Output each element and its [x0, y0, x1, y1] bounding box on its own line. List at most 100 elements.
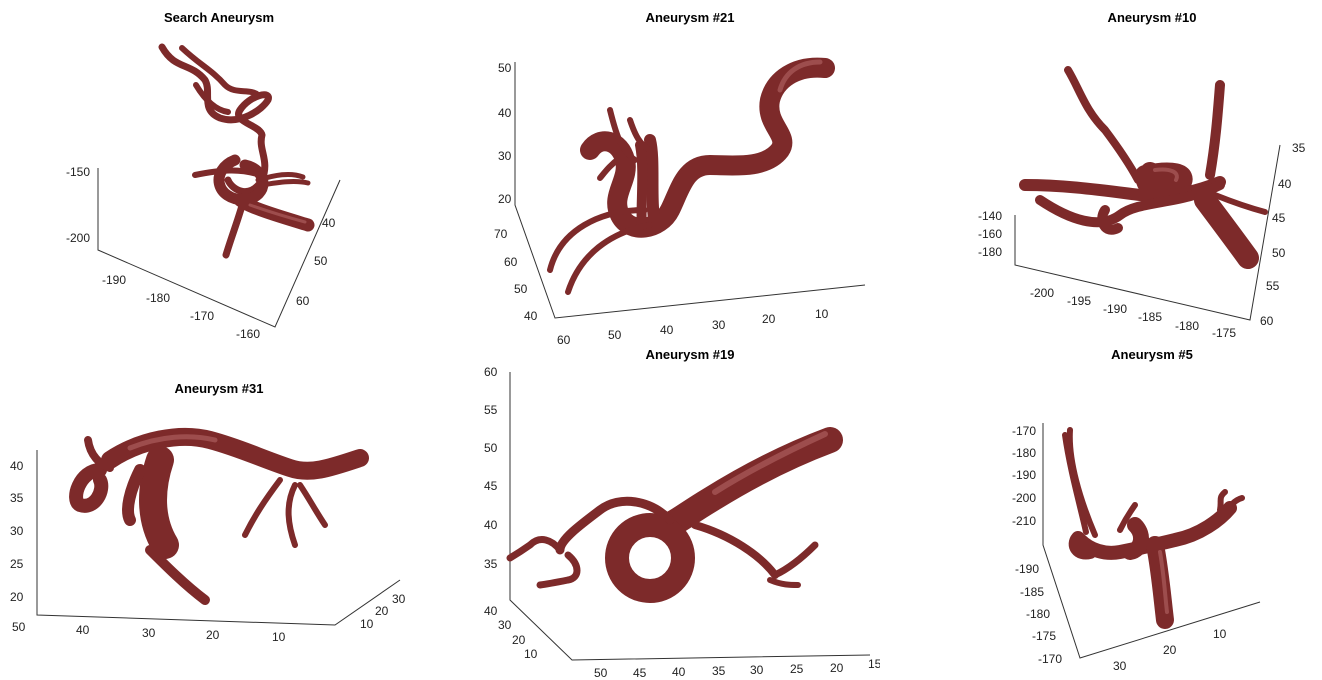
y-tick: 50	[514, 282, 528, 296]
y-tick: 45	[1272, 211, 1286, 225]
x-tick: 25	[790, 662, 804, 676]
y-tick: 30	[392, 592, 406, 606]
x-tick: -200	[1030, 286, 1054, 300]
z-tick: -200	[66, 231, 90, 245]
z-tick: -210	[1012, 514, 1036, 528]
x-tick: 20	[206, 628, 220, 642]
y-tick: 60	[1260, 314, 1274, 328]
x-tick: 10	[272, 630, 286, 644]
z-tick: 35	[10, 491, 24, 505]
x-tick: 35	[712, 664, 726, 678]
z-tick: -160	[978, 227, 1002, 241]
z-tick: 50	[498, 61, 512, 75]
y-tick: 40	[322, 216, 336, 230]
z-tick: 35	[484, 557, 498, 571]
x-tick: 50	[608, 328, 622, 342]
y-tick: 60	[296, 294, 310, 308]
panel-title-aneurysm-19: Aneurysm #19	[645, 347, 735, 362]
y-tick: 40	[1278, 177, 1292, 191]
z-tick: -190	[1012, 468, 1036, 482]
vessel-rendering	[506, 427, 843, 603]
vessel-rendering	[1019, 66, 1268, 269]
z-tick: 25	[10, 557, 24, 571]
z-tick: 40	[498, 106, 512, 120]
x-tick: 50	[594, 666, 608, 680]
vessel-rendering	[69, 427, 369, 605]
plot-aneurysm-19[interactable]: 60 55 50 45 40 35 40 30 20 10 50 45 40 3…	[440, 340, 880, 680]
x-tick: 20	[762, 312, 776, 326]
x-tick: 10	[815, 307, 829, 321]
y-tick: 35	[1292, 141, 1306, 155]
z-tick: 50	[484, 441, 498, 455]
axes-search-aneurysm	[97, 168, 341, 328]
y-tick: 20	[512, 633, 526, 647]
axes-aneurysm-19	[509, 372, 871, 661]
y-tick: -170	[1038, 652, 1062, 666]
y-tick: 30	[498, 618, 512, 632]
x-tick: -180	[146, 291, 170, 305]
vessel-rendering	[1062, 427, 1245, 629]
x-tick: 40	[672, 665, 686, 679]
plot-aneurysm-5[interactable]: -170 -180 -190 -200 -210 -190 -185 -180 …	[880, 340, 1322, 680]
y-tick: -190	[1015, 562, 1039, 576]
x-tick: -190	[1103, 302, 1127, 316]
panel-title-aneurysm-10: Aneurysm #10	[1107, 10, 1197, 25]
z-tick: -180	[1012, 446, 1036, 460]
panel-title-search-aneurysm: Search Aneurysm	[163, 10, 275, 25]
x-tick: -195	[1067, 294, 1091, 308]
plot-aneurysm-10[interactable]: -140 -160 -180 -200 -195 -190 -185 -180 …	[880, 0, 1322, 345]
x-tick: 60	[557, 333, 571, 347]
x-tick: 20	[830, 661, 844, 675]
x-tick: -175	[1212, 326, 1236, 340]
x-tick: -160	[236, 327, 260, 341]
x-tick: 30	[142, 626, 156, 640]
x-tick: 50	[12, 620, 26, 634]
z-tick: -200	[1012, 491, 1036, 505]
x-tick: 30	[712, 318, 726, 332]
x-tick: -190	[102, 273, 126, 287]
axes-aneurysm-21	[514, 62, 866, 319]
z-tick: 45	[484, 479, 498, 493]
y-tick: 50	[314, 254, 328, 268]
y-tick: 40	[524, 309, 538, 323]
x-tick: 10	[1213, 627, 1227, 641]
plot-aneurysm-21[interactable]: 50 40 30 20 70 60 50 40 60 50 40 30 20 1…	[440, 0, 880, 350]
axes-aneurysm-31	[36, 450, 401, 626]
x-tick: 15	[868, 657, 880, 671]
z-tick: 30	[498, 149, 512, 163]
z-tick: -180	[978, 245, 1002, 259]
x-tick: -180	[1175, 319, 1199, 333]
z-tick: -150	[66, 165, 90, 179]
y-tick: 20	[375, 604, 389, 618]
x-tick: -185	[1138, 310, 1162, 324]
y-tick: 10	[360, 617, 374, 631]
plot-search-aneurysm[interactable]: -150 -200 -190 -180 -170 -160 40 50 60	[0, 0, 440, 345]
z-tick: 20	[498, 192, 512, 206]
y-tick: 60	[504, 255, 518, 269]
y-tick: -175	[1032, 629, 1056, 643]
x-tick: 40	[660, 323, 674, 337]
z-tick: 40	[484, 518, 498, 532]
y-tick: -185	[1020, 585, 1044, 599]
axes-aneurysm-5	[1042, 423, 1261, 659]
panel-title-aneurysm-5: Aneurysm #5	[1111, 347, 1193, 362]
plot-aneurysm-31[interactable]: 40 35 30 25 20 50 40 30 20 10 10 20 30	[0, 340, 440, 680]
x-tick: 45	[633, 666, 647, 680]
vessel-rendering	[158, 43, 315, 259]
x-tick: 20	[1163, 643, 1177, 657]
panel-title-aneurysm-31: Aneurysm #31	[174, 381, 264, 396]
vessel-rendering	[547, 57, 835, 295]
y-tick: 10	[524, 647, 538, 661]
y-tick: 50	[1272, 246, 1286, 260]
z-tick: 60	[484, 365, 498, 379]
z-tick: 30	[10, 524, 24, 538]
y-tick: 70	[494, 227, 508, 241]
z-tick: -140	[978, 209, 1002, 223]
z-tick: 40	[10, 459, 24, 473]
z-tick: 20	[10, 590, 24, 604]
z-tick: 55	[484, 403, 498, 417]
panel-title-aneurysm-21: Aneurysm #21	[645, 10, 735, 25]
y-tick: 55	[1266, 279, 1280, 293]
axes-aneurysm-10	[1014, 144, 1281, 321]
x-tick: -170	[190, 309, 214, 323]
